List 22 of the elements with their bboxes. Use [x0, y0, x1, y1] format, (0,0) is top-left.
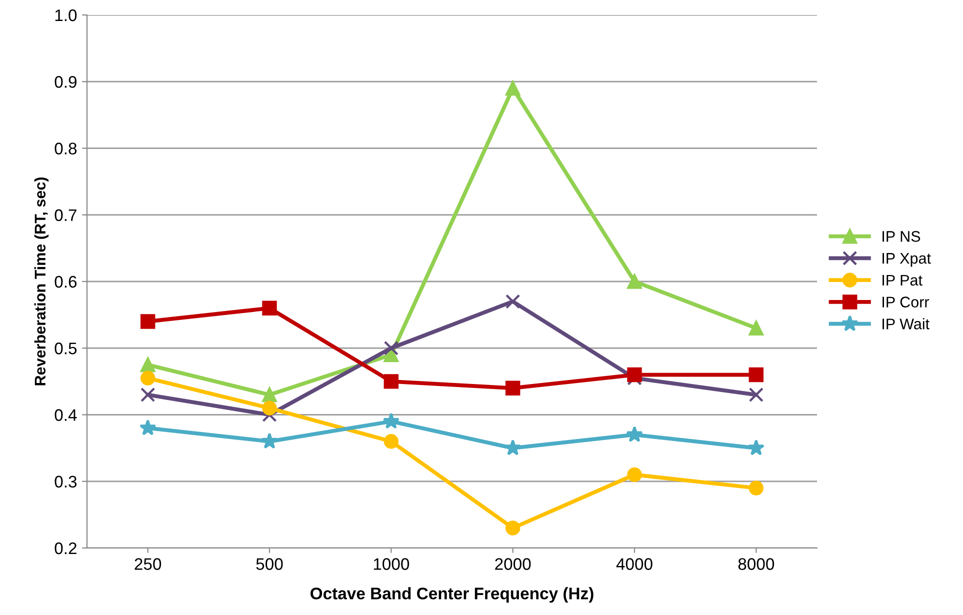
x-tick-label: 4000: [616, 558, 652, 570]
y-tick-label: 1.0: [55, 9, 77, 22]
y-tick-label: 0.7: [54, 209, 76, 222]
y-axis-title: Reverberation Time (RT, sec): [34, 178, 49, 386]
legend-label: IP Corr: [882, 296, 930, 308]
y-tick-label: 0.6: [54, 276, 77, 288]
legend-label: IP NS: [882, 231, 920, 242]
x-axis-title: Octave Band Center Frequency (Hz): [310, 587, 594, 603]
x-tick-label: 250: [134, 558, 162, 570]
y-tick-label: 0.8: [54, 142, 77, 154]
y-tick-label: 0.5: [54, 342, 77, 354]
y-tick-label: 0.3: [54, 476, 77, 488]
x-tick-label: 2000: [495, 558, 531, 570]
legend-label: IP Wait: [882, 318, 930, 330]
y-tick-label: 0.4: [54, 409, 77, 421]
y-tick-label: 0.9: [54, 76, 76, 88]
x-tick-label: 500: [256, 558, 283, 570]
y-tick-label: 0.2: [54, 542, 76, 554]
x-tick-label: 8000: [738, 558, 774, 570]
legend-label: IP Pat: [882, 274, 922, 286]
legend-label: IP Xpat: [882, 253, 931, 267]
x-tick-label: 1000: [374, 558, 410, 570]
